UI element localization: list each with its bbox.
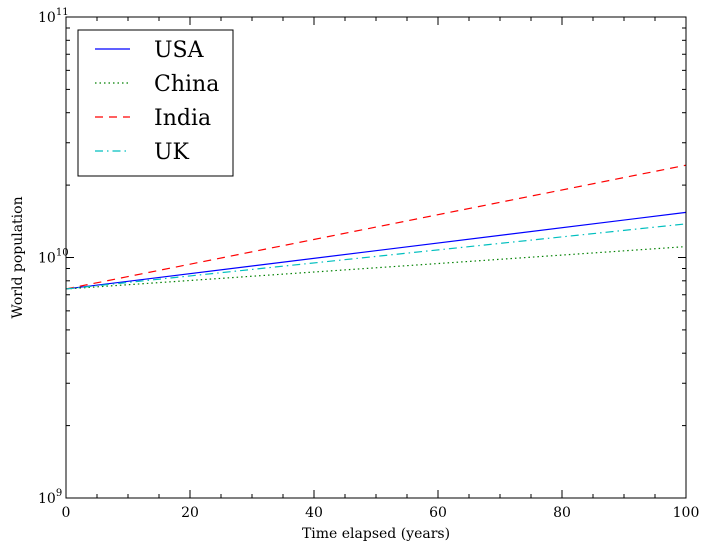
plot-area (65, 16, 687, 499)
x-tick-label: 60 (429, 505, 447, 521)
series-line-china (65, 246, 687, 290)
series-line-india (65, 164, 687, 290)
x-tick-label: 20 (181, 505, 199, 521)
x-tick-label: 40 (305, 505, 323, 521)
legend-label: UK (154, 140, 190, 165)
x-tick-label: 0 (62, 505, 71, 521)
legend: USA China India UK (77, 29, 234, 177)
legend-label: China (154, 72, 219, 97)
series-line-usa (65, 211, 687, 290)
y-axis-label: World population (10, 196, 26, 318)
x-tick-label: 80 (553, 505, 571, 521)
legend-box (77, 29, 234, 177)
series-line-uk (65, 223, 687, 290)
x-tick-label: 100 (673, 505, 700, 521)
series-layer (65, 164, 687, 290)
x-axis-label: Time elapsed (years) (302, 526, 450, 542)
y-tick-label: 1011 (38, 7, 69, 26)
y-tick-label: 109 (38, 488, 62, 507)
legend-label: USA (154, 38, 205, 63)
tick-labels: 0 20 40 60 80 100 109 1010 1011 (38, 7, 699, 521)
y-tick-label: 1010 (38, 248, 69, 267)
legend-label: India (154, 106, 211, 131)
